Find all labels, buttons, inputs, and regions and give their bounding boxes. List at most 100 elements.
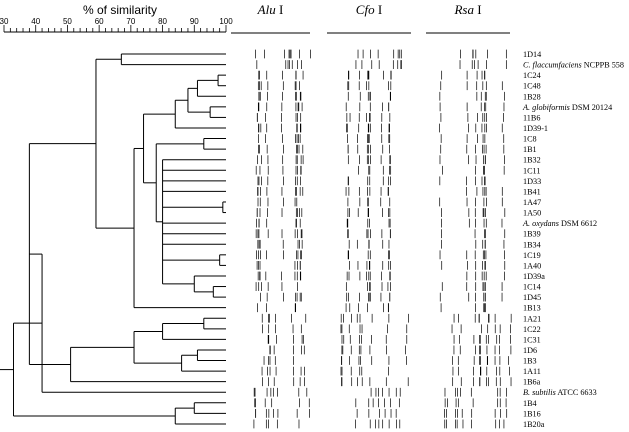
strain-label: 1C22 [523, 325, 541, 334]
enzyme-header: Alu I [257, 2, 284, 17]
strain-code: 1A47 [523, 198, 541, 207]
strain-label: 1D33 [523, 177, 541, 186]
strain-label: 1D14 [523, 50, 541, 59]
axis-tick-label: 90 [190, 17, 199, 26]
axis-title: % of similarity [83, 3, 157, 17]
strain-species: B. subtilis [523, 388, 556, 397]
strain-code: 1B34 [523, 240, 541, 249]
strain-label: 1C24 [523, 71, 541, 80]
strain-label: C. flaccumfaciens NCPPB 558 [523, 61, 624, 70]
strain-code: 1A40 [523, 261, 541, 270]
strain-code: 1D39a [523, 272, 545, 281]
strain-code: ATCC 6633 [556, 388, 597, 397]
enzyme-suffix: I [375, 2, 383, 17]
strain-label: B. subtilis ATCC 6633 [523, 388, 597, 397]
strain-label: 1A11 [523, 367, 541, 376]
strain-code: 1D33 [523, 177, 541, 186]
strain-label: 1D39a [523, 272, 545, 281]
strain-label: 1A47 [523, 198, 541, 207]
strain-label: 1D6 [523, 346, 537, 355]
strain-code: 1A21 [523, 314, 541, 323]
strain-code: DSM 6612 [559, 219, 597, 228]
enzyme-name: Alu [257, 2, 277, 17]
strain-label: 1D39-1 [523, 124, 548, 133]
strain-label: A. globiformis DSM 20124 [522, 103, 612, 112]
strain-species: C. flaccumfaciens [523, 61, 582, 70]
strain-label: 1B28 [523, 92, 541, 101]
strain-label: 1C31 [523, 335, 541, 344]
strain-label: 1B41 [523, 187, 541, 196]
strain-label: 1B32 [523, 156, 541, 165]
strain-label: A. oxydans DSM 6612 [522, 219, 597, 228]
strain-code: 1B4 [523, 399, 537, 408]
strain-code: 1B1 [523, 145, 537, 154]
strain-code: 1C22 [523, 325, 541, 334]
strain-code: 1B39 [523, 230, 541, 239]
strain-code: 1B16 [523, 409, 541, 418]
strain-code: 1C14 [523, 283, 541, 292]
strain-code: 1A50 [523, 209, 541, 218]
strain-label: 1B13 [523, 304, 541, 313]
enzyme-suffix: I [276, 2, 284, 17]
strain-code: 1C31 [523, 335, 541, 344]
axis-tick-label: 80 [158, 17, 167, 26]
axis-tick-label: 30 [0, 17, 9, 26]
strain-code: 1A11 [523, 367, 541, 376]
strain-label: 1A50 [523, 209, 541, 218]
strain-label: 1B20a [523, 420, 545, 429]
strain-label: 1A40 [523, 261, 541, 270]
band-patterns [253, 49, 512, 429]
strain-code: 1B3 [523, 357, 537, 366]
strain-label: 1B3 [523, 357, 537, 366]
strain-label: 1B6a [523, 378, 541, 387]
strain-code: 1C48 [523, 82, 541, 91]
strain-code: DSM 20124 [570, 103, 612, 112]
strain-code: 1C24 [523, 71, 541, 80]
strain-label: 11B6 [523, 113, 540, 122]
strain-label: 1C19 [523, 251, 541, 260]
strain-label: 1C48 [523, 82, 541, 91]
axis-tick-label: 100 [219, 17, 233, 26]
enzyme-header: Cfo I [356, 2, 382, 17]
axis-tick-label: 60 [95, 17, 104, 26]
enzyme-headers: Alu I Cfo I Rsa I [231, 2, 510, 34]
axis-tick-label: 50 [63, 17, 72, 26]
strain-label: 1C14 [523, 283, 541, 292]
strain-label: 1B34 [523, 240, 541, 249]
strain-code: NCPPB 558 [582, 61, 624, 70]
strain-code: 11B6 [523, 113, 540, 122]
strain-code: 1B28 [523, 92, 541, 101]
strain-code: 1D39-1 [523, 124, 548, 133]
strain-label: 1B4 [523, 399, 537, 408]
strain-code: 1D45 [523, 293, 541, 302]
strain-label: 1C11 [523, 166, 540, 175]
strain-code: 1B6a [523, 378, 541, 387]
strain-label: 1B1 [523, 145, 537, 154]
strain-code: 1B20a [523, 420, 545, 429]
strain-label: 1B39 [523, 230, 541, 239]
strain-label: 1B16 [523, 409, 541, 418]
similarity-axis: 30 40 50 60 70 80 90 100 [0, 17, 233, 33]
enzyme-header: Rsa I [453, 2, 481, 17]
strain-label: 1C8 [523, 135, 537, 144]
strain-code: 1B32 [523, 156, 541, 165]
strain-code: 1C11 [523, 166, 540, 175]
strain-label: 1A21 [523, 314, 541, 323]
axis-tick-label: 40 [31, 17, 40, 26]
enzyme-name: Rsa [453, 2, 474, 17]
enzyme-name: Cfo [356, 2, 375, 17]
strain-code: 1C19 [523, 251, 541, 260]
strain-code: 1D6 [523, 346, 537, 355]
axis-tick-label: 70 [126, 17, 135, 26]
strain-species: A. globiformis [522, 103, 570, 112]
strain-label: 1D45 [523, 293, 541, 302]
strain-code: 1B13 [523, 304, 541, 313]
strain-code: 1B41 [523, 187, 541, 196]
dendrogram-tree [0, 53, 226, 425]
strain-code: 1D14 [523, 50, 541, 59]
enzyme-suffix: I [474, 2, 482, 17]
strain-species: A. oxydans [522, 219, 559, 228]
strain-code: 1C8 [523, 135, 537, 144]
